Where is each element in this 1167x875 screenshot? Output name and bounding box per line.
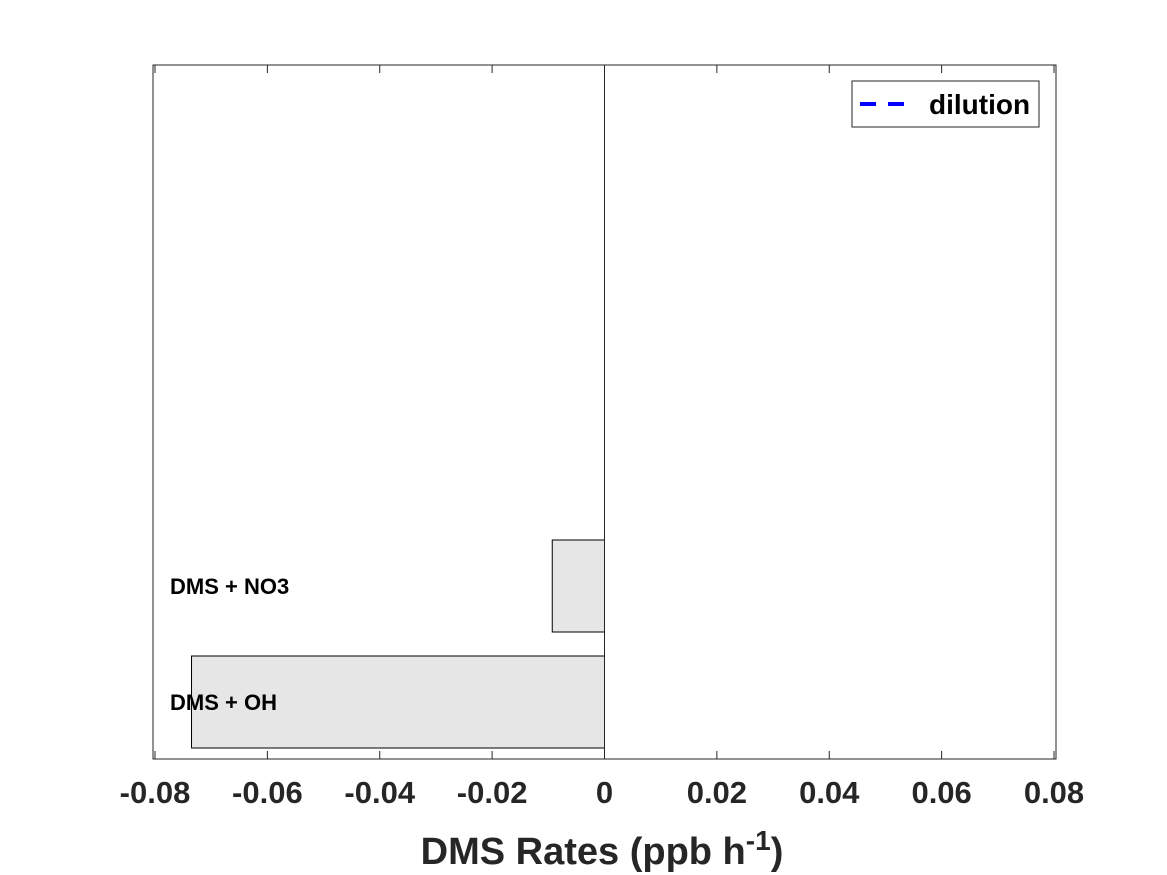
bars-layer xyxy=(191,539,605,749)
category-label: DMS + NO3 xyxy=(170,574,289,599)
legend-dilution-label: dilution xyxy=(929,89,1030,120)
x-tick-label: -0.06 xyxy=(232,775,303,810)
x-tick-label: 0.08 xyxy=(1024,775,1084,810)
x-tick-label: 0.04 xyxy=(799,775,860,810)
x-axis-title-suffix: ) xyxy=(771,831,784,873)
category-labels: DMS + OH DMS + NO3 xyxy=(170,574,289,715)
bar-dms-no3 xyxy=(551,539,605,633)
x-axis-title: DMS Rates (ppb h-1) xyxy=(421,825,784,873)
bar-dms-oh xyxy=(191,655,605,749)
category-label: DMS + OH xyxy=(170,690,277,715)
x-tick-label: 0.02 xyxy=(687,775,747,810)
x-axis-title-main: DMS Rates (ppb h xyxy=(421,831,746,873)
legend: dilution xyxy=(851,80,1040,128)
ticks-layer: -0.08 -0.06 -0.04 -0.02 0 0.02 0.04 0.06 0.08 xyxy=(120,65,1084,810)
x-tick-label: 0 xyxy=(596,775,613,810)
x-tick-label: -0.04 xyxy=(344,775,415,810)
x-axis-title-superscript: -1 xyxy=(746,825,771,856)
x-tick-label: -0.02 xyxy=(457,775,528,810)
x-tick-label: 0.06 xyxy=(911,775,971,810)
x-tick-label: -0.08 xyxy=(120,775,191,810)
legend-box xyxy=(851,80,1040,128)
